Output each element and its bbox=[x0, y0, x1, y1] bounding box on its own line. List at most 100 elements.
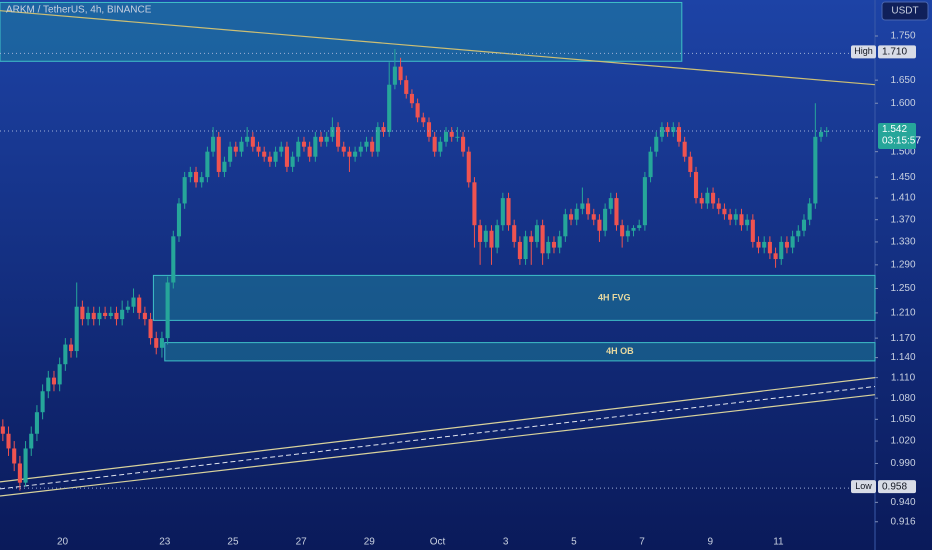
candle-body bbox=[693, 171, 699, 199]
y-tick-label: 0.990 bbox=[890, 458, 915, 469]
x-tick-label: 11 bbox=[773, 537, 784, 548]
candle-body bbox=[290, 156, 295, 167]
candle-body bbox=[614, 198, 619, 226]
candle-body bbox=[551, 241, 557, 248]
candle-body bbox=[63, 344, 68, 365]
candle-body bbox=[818, 131, 824, 137]
candle-body bbox=[534, 225, 539, 242]
candle-body bbox=[307, 146, 312, 157]
level-name-box bbox=[851, 45, 876, 59]
trendline bbox=[0, 377, 876, 483]
candle-body bbox=[676, 127, 682, 142]
candle-body bbox=[546, 241, 551, 254]
y-tick-label: 1.750 bbox=[890, 31, 915, 42]
candle-body bbox=[790, 236, 795, 248]
candle-body bbox=[17, 463, 22, 483]
candle-body bbox=[807, 203, 812, 220]
zone bbox=[164, 342, 876, 362]
candle-body bbox=[637, 225, 642, 228]
candle-body bbox=[733, 214, 738, 220]
candle-body bbox=[165, 282, 170, 339]
y-tick-label: 0.940 bbox=[890, 497, 915, 508]
trendline bbox=[0, 10, 876, 86]
candle-body bbox=[432, 136, 437, 152]
candle-body bbox=[472, 182, 477, 226]
candle-body bbox=[654, 136, 659, 152]
x-tick-label: 25 bbox=[227, 537, 239, 548]
candle-body bbox=[142, 312, 147, 320]
x-tick-label: Oct bbox=[430, 537, 446, 548]
candle-body bbox=[358, 146, 363, 152]
zone-label: 4H OB bbox=[606, 346, 634, 356]
candle-body bbox=[426, 122, 432, 137]
candle-body bbox=[222, 161, 227, 172]
candle-body bbox=[659, 127, 664, 137]
x-tick-label: 9 bbox=[707, 537, 713, 548]
candle-body bbox=[699, 198, 704, 204]
price-label: 1.710 bbox=[882, 46, 907, 57]
candle-body bbox=[415, 103, 420, 118]
candle-body bbox=[438, 141, 443, 152]
y-tick-label: 1.650 bbox=[890, 75, 915, 86]
x-tick-label: 20 bbox=[57, 537, 69, 548]
candle-body bbox=[188, 171, 193, 178]
x-tick-label: 27 bbox=[296, 537, 308, 548]
candle-body bbox=[461, 136, 466, 152]
candle-body bbox=[0, 426, 5, 434]
y-tick-label: 1.020 bbox=[890, 436, 915, 447]
candle-body bbox=[353, 151, 358, 157]
currency-label[interactable]: USDT bbox=[891, 6, 918, 17]
candle-body bbox=[182, 177, 187, 204]
y-tick-label: 1.410 bbox=[890, 193, 915, 204]
y-tick-label: 1.140 bbox=[890, 352, 915, 363]
candle-body bbox=[739, 214, 744, 226]
candle-body bbox=[824, 130, 829, 132]
candle-body bbox=[239, 141, 244, 152]
candle-body bbox=[233, 146, 238, 152]
candle-body bbox=[267, 156, 272, 162]
trendline bbox=[0, 385, 876, 490]
candle-body bbox=[159, 338, 164, 348]
candle-body bbox=[318, 136, 324, 142]
candle-body bbox=[478, 225, 483, 242]
candle-body bbox=[176, 203, 182, 237]
candle-body bbox=[597, 219, 602, 231]
candle-body bbox=[80, 306, 85, 320]
candle-body bbox=[313, 136, 318, 157]
candle-body bbox=[245, 136, 250, 142]
candle-body bbox=[171, 236, 176, 283]
candle-body bbox=[29, 433, 34, 449]
candle-body bbox=[273, 151, 278, 162]
chart-title: ARKM / TetherUS, 4h, BINANCE bbox=[6, 5, 152, 16]
candle-body bbox=[279, 146, 284, 152]
candle-body bbox=[86, 312, 91, 320]
candle-body bbox=[250, 136, 255, 147]
candle-body bbox=[586, 203, 591, 215]
candle-body bbox=[103, 312, 108, 316]
candle-body bbox=[404, 80, 409, 94]
candle-body bbox=[642, 177, 647, 226]
candle-body bbox=[728, 214, 733, 220]
candle-body bbox=[631, 227, 636, 231]
candle-body bbox=[381, 127, 386, 132]
candle-body bbox=[330, 127, 335, 137]
candle-body bbox=[466, 151, 471, 183]
currency-button[interactable] bbox=[881, 1, 929, 21]
candle-body bbox=[682, 141, 687, 157]
level-name: Low bbox=[855, 481, 872, 491]
candle-body bbox=[347, 151, 352, 157]
candle-body bbox=[620, 225, 625, 237]
candle-body bbox=[205, 151, 210, 178]
candle-body bbox=[665, 127, 670, 132]
candle-body bbox=[51, 377, 57, 385]
candle-body bbox=[34, 412, 39, 434]
x-tick-label: 29 bbox=[364, 537, 376, 548]
candle-body bbox=[529, 236, 534, 242]
candle-body bbox=[580, 203, 585, 209]
candle-body bbox=[392, 66, 397, 85]
candle-body bbox=[108, 312, 113, 316]
candle-body bbox=[91, 312, 96, 320]
price-label: 0.958 bbox=[882, 481, 907, 492]
price-label: 1.542 bbox=[882, 124, 907, 135]
candle-body bbox=[568, 214, 574, 220]
